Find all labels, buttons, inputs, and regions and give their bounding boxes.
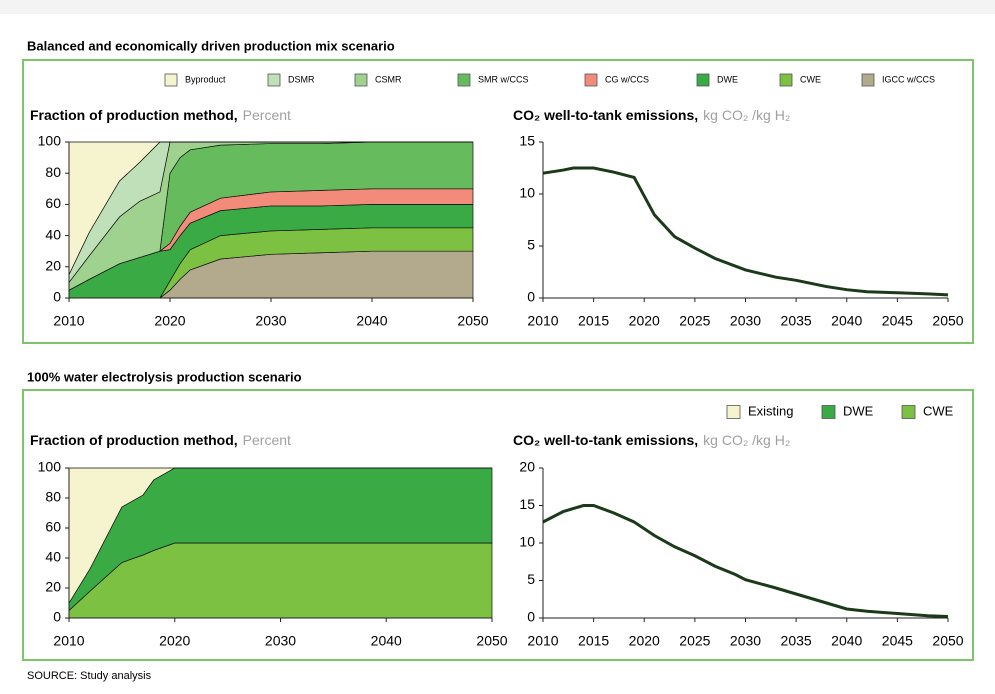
legend-swatch <box>164 73 178 87</box>
y-tick-label: 40 <box>45 226 61 242</box>
x-tick-label: 2025 <box>679 313 710 329</box>
x-tick-label: 2020 <box>159 633 190 649</box>
y-tick-label: 100 <box>38 459 62 475</box>
x-tick-label: 2040 <box>831 313 862 329</box>
legend-swatch <box>726 405 741 419</box>
x-tick-label: 2015 <box>578 313 609 329</box>
top-shadow <box>0 0 995 14</box>
x-tick-label: 2020 <box>154 313 185 329</box>
title-units: Percent <box>243 107 291 123</box>
x-tick-label: 2010 <box>53 313 84 329</box>
legend-swatch <box>584 73 598 87</box>
y-tick-label: 20 <box>45 579 61 595</box>
line <box>542 504 949 618</box>
x-tick-label: 2015 <box>578 633 609 649</box>
y-tick-label: 15 <box>519 496 535 512</box>
chart-title: Fraction of production method, Percent <box>30 107 291 123</box>
y-tick-label: 0 <box>53 289 61 305</box>
legend-swatch <box>457 73 471 87</box>
x-tick-label: 2045 <box>882 633 913 649</box>
title-text: CO₂ well-to-tank emissions, <box>513 432 698 448</box>
chart-title: CO₂ well-to-tank emissions, kg CO₂ /kg H₂ <box>513 432 790 448</box>
legend-label: CWE <box>800 74 821 84</box>
x-tick-label: 2010 <box>53 633 84 649</box>
title-units: kg CO₂ /kg H₂ <box>703 432 790 448</box>
y-tick-label: 20 <box>45 258 61 274</box>
x-tick-label: 2030 <box>730 313 761 329</box>
y-tick-label: 60 <box>45 519 61 535</box>
x-tick-label: 2025 <box>679 633 710 649</box>
x-tick-label: 2040 <box>371 633 402 649</box>
legend-label: Byproduct <box>185 74 226 84</box>
title-text: Fraction of production method, <box>30 432 238 448</box>
legend-label: SMR w/CCS <box>478 74 529 84</box>
y-tick-label: 5 <box>527 571 535 587</box>
legend-swatch <box>821 405 836 419</box>
legend-label: Existing <box>748 403 794 418</box>
y-tick-label: 100 <box>38 133 62 149</box>
x-tick-label: 2040 <box>831 633 862 649</box>
legend-swatch <box>779 73 793 87</box>
legend-label: CG w/CCS <box>605 74 649 84</box>
area <box>68 467 492 605</box>
x-tick-label: 2050 <box>476 633 507 649</box>
y-tick-label: 80 <box>45 489 61 505</box>
x-tick-label: 2035 <box>781 633 812 649</box>
chart-title: CO₂ well-to-tank emissions, kg CO₂ /kg H₂ <box>513 107 790 123</box>
y-tick-label: 10 <box>519 185 535 201</box>
chart-title: Fraction of production method, Percent <box>30 432 291 448</box>
y-tick-label: 0 <box>527 609 535 625</box>
panel-frame <box>22 389 974 661</box>
y-tick-label: 5 <box>527 237 535 253</box>
legend-swatch <box>267 73 281 87</box>
x-tick-label: 2010 <box>527 633 558 649</box>
title-text: CO₂ well-to-tank emissions, <box>513 107 698 123</box>
x-tick-label: 2050 <box>932 313 963 329</box>
y-tick-label: 0 <box>527 289 535 305</box>
title-units: kg CO₂ /kg H₂ <box>703 107 790 123</box>
title-text: Fraction of production method, <box>30 107 238 123</box>
panel-frame <box>22 59 974 344</box>
legend-swatch <box>901 405 916 419</box>
y-tick-label: 20 <box>519 459 535 475</box>
y-tick-label: 0 <box>53 609 61 625</box>
x-tick-label: 2050 <box>932 633 963 649</box>
legend-label: CWE <box>923 403 954 418</box>
legend-label: CSMR <box>375 74 402 84</box>
y-tick-label: 40 <box>45 549 61 565</box>
legend-swatch <box>861 73 875 87</box>
x-tick-label: 2040 <box>356 313 387 329</box>
y-tick-label: 10 <box>519 534 535 550</box>
panel-title: 100% water electrolysis production scena… <box>27 369 302 384</box>
x-tick-label: 2030 <box>730 633 761 649</box>
y-tick-label: 15 <box>519 133 535 149</box>
source-note: SOURCE: Study analysis <box>27 670 152 682</box>
legend-label: IGCC w/CCS <box>882 74 935 84</box>
line <box>542 166 949 297</box>
x-tick-label: 2030 <box>265 633 296 649</box>
title-units: Percent <box>243 432 291 448</box>
x-tick-label: 2030 <box>255 313 286 329</box>
legend-swatch <box>354 73 368 87</box>
y-tick-label: 60 <box>45 195 61 211</box>
x-tick-label: 2035 <box>781 313 812 329</box>
x-tick-label: 2020 <box>629 633 660 649</box>
legend-swatch <box>696 73 710 87</box>
x-tick-label: 2010 <box>527 313 558 329</box>
legend-label: DWE <box>717 74 738 84</box>
panel-title: Balanced and economically driven product… <box>27 38 395 53</box>
x-tick-label: 2050 <box>457 313 488 329</box>
legend-label: DWE <box>843 403 874 418</box>
legend-label: DSMR <box>288 74 315 84</box>
area <box>68 141 473 275</box>
x-tick-label: 2020 <box>629 313 660 329</box>
y-tick-label: 80 <box>45 164 61 180</box>
x-tick-label: 2045 <box>882 313 913 329</box>
